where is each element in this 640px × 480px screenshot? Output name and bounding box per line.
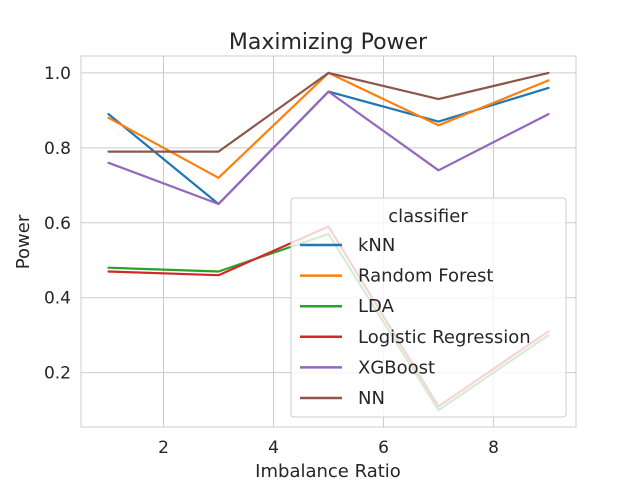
y-axis-label: Power [13, 214, 34, 269]
legend-label-nn: NN [358, 388, 385, 409]
x-tick-label: 4 [268, 438, 279, 458]
y-tick-label: 0.4 [44, 289, 71, 309]
x-axis-label: Imbalance Ratio [255, 461, 401, 480]
y-tick-label: 0.8 [44, 139, 71, 159]
x-tick-label: 2 [158, 438, 169, 458]
legend-label-logistic-regression: Logistic Regression [358, 327, 531, 348]
legend-label-random-forest: Random Forest [358, 266, 493, 287]
x-tick-label: 6 [378, 438, 389, 458]
chart-title: Maximizing Power [229, 30, 428, 55]
y-tick-label: 1.0 [44, 64, 71, 84]
x-tick-label: 8 [488, 438, 499, 458]
y-tick-label: 0.6 [44, 214, 71, 234]
y-tick-label: 0.2 [44, 364, 71, 384]
legend-box [290, 197, 567, 418]
legend-label-knn: kNN [358, 235, 395, 256]
x-tick-labels: 2 4 6 8 [158, 438, 499, 458]
legend-label-lda: LDA [358, 296, 395, 317]
series-line-nn [107, 71, 550, 153]
y-tick-labels: 0.2 0.4 0.6 0.8 1.0 [44, 64, 71, 384]
legend: classifier kNN Random Forest LDA Logistic R… [290, 197, 567, 418]
series-line-xgboost [107, 90, 550, 206]
legend-title: classifier [388, 206, 468, 227]
legend-label-xgboost: XGBoost [358, 357, 435, 378]
legend-items: kNN Random Forest LDA Logistic Regression XG… [300, 235, 531, 409]
